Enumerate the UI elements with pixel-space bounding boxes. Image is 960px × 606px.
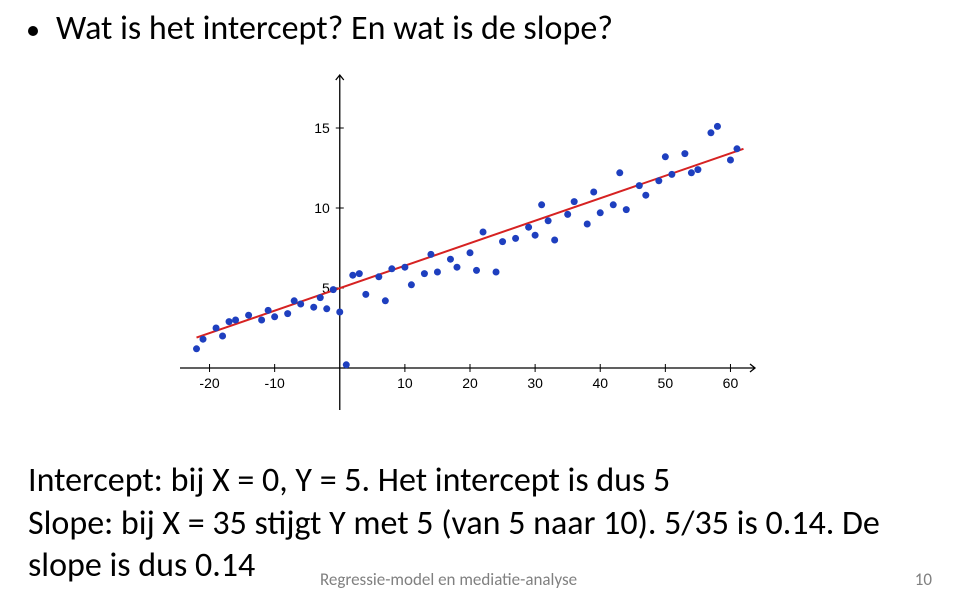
svg-text:40: 40: [592, 375, 608, 391]
body-line-3: slope is dus 0.14: [28, 545, 255, 586]
svg-text:30: 30: [527, 375, 543, 391]
svg-text:60: 60: [723, 375, 739, 391]
bullet-dot-icon: [28, 26, 38, 36]
svg-text:-10: -10: [265, 375, 285, 391]
body-line-2: Slope: bij X = 35 stijgt Y met 5 (van 5 …: [28, 503, 932, 546]
svg-text:10: 10: [314, 200, 330, 216]
body-line-1: Intercept: bij X = 0, Y = 5. Het interce…: [28, 460, 670, 501]
slide: Wat is het intercept? En wat is de slope…: [0, 0, 960, 606]
footer-text: Regressie-model en mediatie-analyse: [320, 569, 577, 590]
bullet-text: Wat is het intercept? En wat is de slope…: [56, 8, 613, 49]
svg-text:50: 50: [658, 375, 674, 391]
bullet-row: Wat is het intercept? En wat is de slope…: [28, 8, 613, 49]
page-number: 10: [915, 569, 932, 590]
scatter-chart: -20-1010203040506051015: [140, 70, 760, 435]
chart-svg: -20-1010203040506051015: [140, 70, 760, 430]
svg-text:-20: -20: [199, 375, 219, 391]
svg-text:15: 15: [314, 120, 330, 136]
svg-text:20: 20: [462, 375, 478, 391]
svg-text:10: 10: [397, 375, 413, 391]
